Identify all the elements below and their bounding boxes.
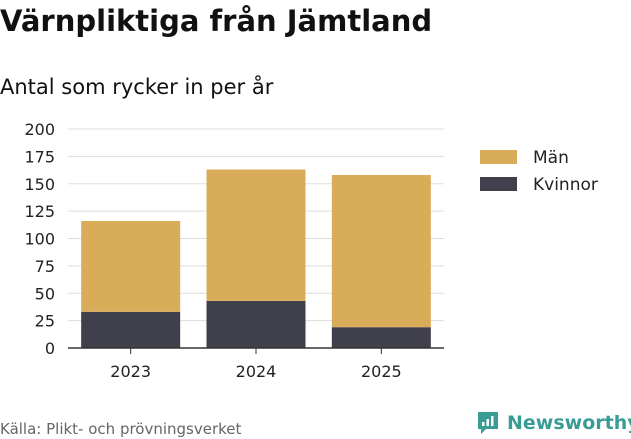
y-tick-label: 50 <box>35 284 55 303</box>
y-tick-label: 200 <box>24 120 55 139</box>
newsworthy-logo-icon <box>478 412 498 434</box>
y-tick-label: 75 <box>35 257 55 276</box>
brand[interactable]: Newsworthy <box>476 409 631 437</box>
x-tick-label: 2023 <box>110 362 151 381</box>
legend-swatch <box>480 150 517 164</box>
source-note: Källa: Plikt- och prövningsverket <box>0 420 242 438</box>
legend-swatch <box>480 177 517 191</box>
bar-kvinnor-2025 <box>331 327 431 348</box>
bar-kvinnor-2024 <box>206 300 306 348</box>
legend: Män Kvinnor <box>480 148 598 195</box>
legend-label: Män <box>533 148 569 168</box>
chart-subtitle: Antal som rycker in per år <box>0 75 274 99</box>
x-tick-label: 2024 <box>236 362 277 381</box>
chart-title: Värnpliktiga från Jämtland <box>0 4 433 38</box>
bars <box>81 169 431 348</box>
x-tick-label: 2025 <box>361 362 402 381</box>
y-tick-label: 175 <box>24 147 55 166</box>
bar-kvinnor-2023 <box>81 311 181 348</box>
y-tick-label: 25 <box>35 312 55 331</box>
x-axis: 2023 2024 2025 <box>68 347 444 381</box>
y-tick-label: 100 <box>24 230 55 249</box>
bar-m-n-2025 <box>331 174 431 328</box>
legend-label: Kvinnor <box>533 175 598 195</box>
brand-name: Newsworthy <box>507 412 631 434</box>
y-tick-label: 150 <box>24 175 55 194</box>
y-tick-label: 0 <box>45 339 55 358</box>
y-axis-ticks: 0 25 50 75 100 125 150 175 200 <box>24 120 55 358</box>
bar-m-n-2023 <box>81 220 181 312</box>
bar-m-n-2024 <box>206 169 306 301</box>
y-tick-label: 125 <box>24 202 55 221</box>
